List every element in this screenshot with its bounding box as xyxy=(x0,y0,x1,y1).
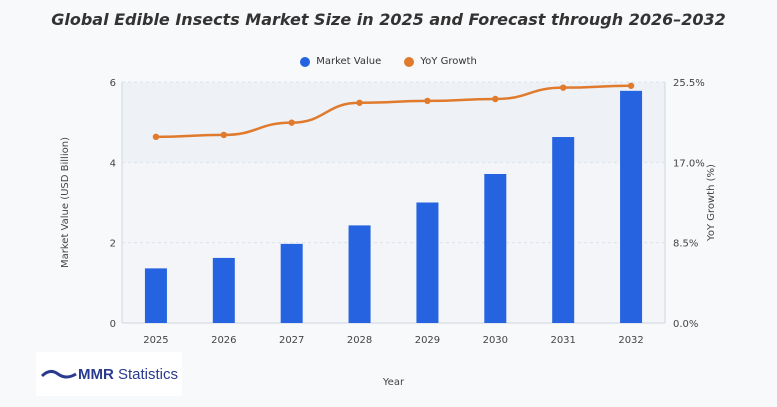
growth-point-2026 xyxy=(220,131,228,139)
chart-title: Global Edible Insects Market Size in 202… xyxy=(51,10,726,29)
x-tick-label: 2028 xyxy=(347,335,372,346)
x-tick-label: 2031 xyxy=(550,335,575,346)
legend-item-market-value[interactable]: Market Value xyxy=(300,56,381,67)
bar-2031 xyxy=(552,137,575,323)
legend-item-yoy-growth[interactable]: YoY Growth xyxy=(404,56,477,67)
legend-label: YoY Growth xyxy=(420,56,477,67)
y-axis-title: Market Value (USD Billion) xyxy=(60,137,71,268)
legend: Market Value YoY Growth xyxy=(0,56,777,70)
bar-2027 xyxy=(280,243,303,323)
x-tick-label: 2032 xyxy=(618,335,643,346)
growth-point-2031 xyxy=(559,84,567,91)
x-tick-label: 2030 xyxy=(483,335,508,346)
y2-tick-label: 0.0% xyxy=(673,319,698,330)
y-tick-label: 4 xyxy=(110,158,116,169)
x-axis-title: Year xyxy=(382,377,405,388)
y-tick-label: 6 xyxy=(110,78,116,89)
bar-2025 xyxy=(144,268,167,323)
y2-axis-title: YoY Growth (%) xyxy=(706,164,717,242)
growth-point-2025 xyxy=(152,133,160,141)
growth-point-2030 xyxy=(492,95,499,103)
bar-2028 xyxy=(348,225,371,323)
growth-point-2027 xyxy=(288,119,295,126)
x-tick-label: 2029 xyxy=(415,335,440,346)
growth-point-2028 xyxy=(356,99,363,106)
logo: MMR Statistics xyxy=(36,352,182,396)
growth-point-2029 xyxy=(424,97,431,105)
y-tick-label: 0 xyxy=(110,319,116,330)
wave-icon xyxy=(40,369,77,379)
growth-point-2032 xyxy=(627,82,635,89)
y2-tick-label: 25.5% xyxy=(673,78,705,89)
legend-swatch xyxy=(404,56,415,67)
x-tick-label: 2026 xyxy=(211,335,236,346)
bar-2026 xyxy=(212,257,235,323)
x-tick-label: 2025 xyxy=(143,335,168,346)
bar-2032 xyxy=(620,90,643,323)
bar-2029 xyxy=(416,202,439,323)
growth-line xyxy=(155,84,632,139)
legend-label: Market Value xyxy=(316,56,382,67)
logo-rest: Statistics xyxy=(113,365,179,383)
y-tick-label: 2 xyxy=(110,239,116,250)
bar-2030 xyxy=(484,173,507,323)
x-tick-label: 2027 xyxy=(279,335,304,346)
y2-tick-label: 8.5% xyxy=(673,239,698,250)
logo-bold: MMR xyxy=(78,365,114,383)
legend-swatch xyxy=(300,56,311,67)
y2-tick-label: 17.0% xyxy=(673,158,705,169)
plot-band xyxy=(122,82,665,163)
